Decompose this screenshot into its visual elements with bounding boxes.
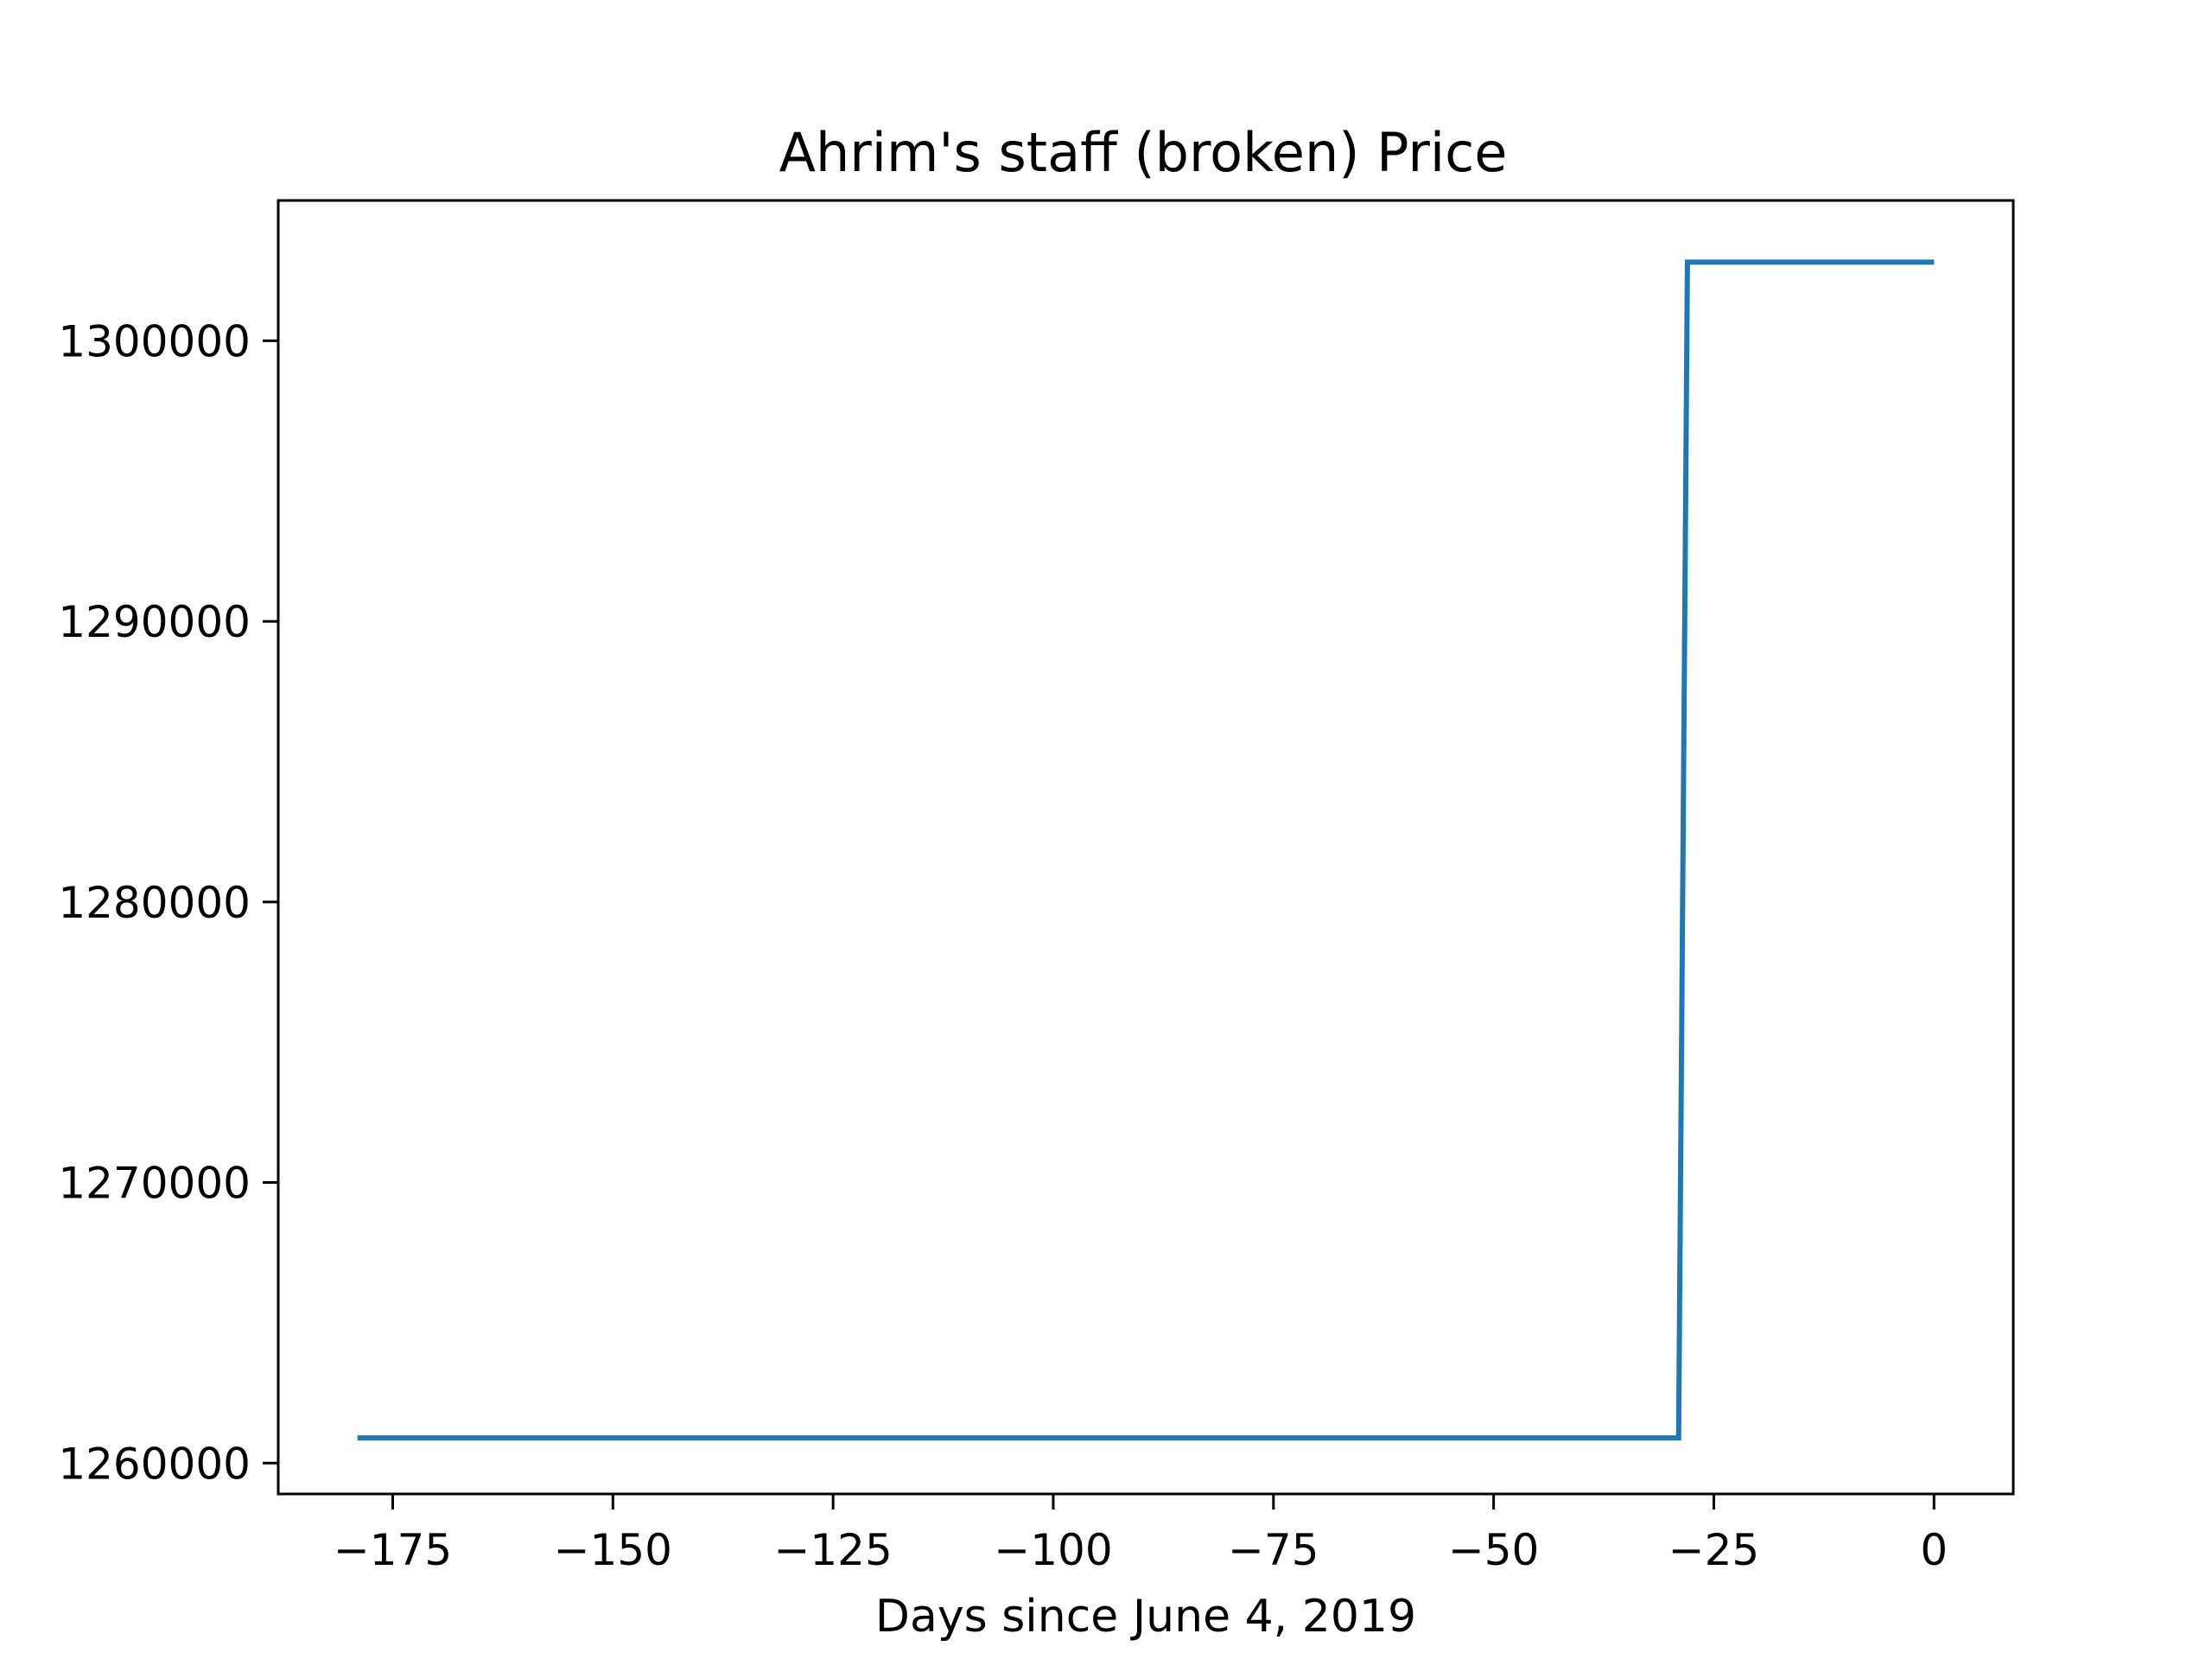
x-tick-label: −100: [994, 1525, 1112, 1575]
y-tick-label: 1290000: [58, 597, 251, 647]
x-tick-label: 0: [1920, 1525, 1948, 1575]
x-tick-label: −25: [1669, 1525, 1760, 1575]
x-axis: −175 −150 −125 −100 −75 −50 −25 0: [334, 1494, 1948, 1575]
plot-area: [357, 259, 1935, 1441]
series-line: [357, 259, 1935, 1441]
x-tick-label: −175: [334, 1525, 452, 1575]
y-tick-label: 1300000: [58, 316, 251, 366]
x-tick-label: −125: [773, 1525, 892, 1575]
x-tick-label: −75: [1228, 1525, 1319, 1575]
chart-title: Ahrim's staff (broken) Price: [779, 121, 1508, 184]
x-axis-label: Days since June 4, 2019: [875, 1591, 1416, 1643]
y-axis: 1260000 1270000 1280000 1290000 1300000: [58, 316, 278, 1489]
y-tick-label: 1260000: [58, 1439, 251, 1489]
y-tick-label: 1270000: [58, 1159, 251, 1209]
x-tick-label: −50: [1448, 1525, 1540, 1575]
plot-frame: [276, 199, 2015, 1496]
y-tick-label: 1280000: [58, 878, 251, 928]
x-tick-label: −150: [554, 1525, 672, 1575]
